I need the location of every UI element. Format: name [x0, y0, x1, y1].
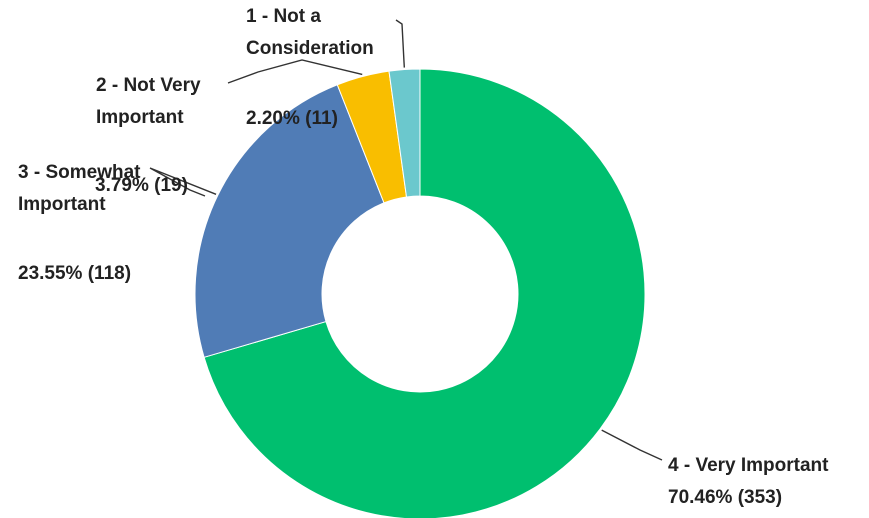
slice-label-not-very-important-line2: Important	[96, 107, 184, 128]
labels-group: 4 - Very Important 70.46% (353) 3 - Some…	[18, 6, 829, 508]
slice-label-not-very-important: 2 - Not Very Important	[96, 75, 206, 128]
leader-lines	[149, 19, 663, 461]
slice-value-very-important: 70.46% (353)	[668, 487, 782, 508]
slice-label-somewhat-important-line2: Important	[18, 194, 106, 215]
slices-group	[194, 68, 646, 518]
slice-somewhat-important	[194, 84, 385, 358]
slice-very-important	[203, 68, 646, 518]
slice-not-a-consideration	[388, 68, 421, 198]
slice-label-somewhat-important-line1: 3 - Somewhat	[18, 162, 141, 183]
leader-line	[227, 59, 363, 84]
leader-line	[149, 167, 217, 197]
leader-line	[601, 429, 663, 461]
slice-value-not-a-consideration: 2.20% (11)	[246, 108, 338, 129]
slice-value-not-very-important: 3.79% (19)	[95, 175, 188, 196]
slice-label-somewhat-important: 3 - Somewhat Important	[18, 162, 146, 215]
slice-value-somewhat-important: 23.55% (118)	[18, 263, 131, 284]
slice-label-very-important: 4 - Very Important	[668, 455, 829, 476]
slice-label-not-a-consideration: 1 - Not a Consideration	[246, 6, 374, 59]
slice-label-not-a-consideration-line2: Consideration	[246, 38, 374, 59]
slice-label-not-very-important-line1: 2 - Not Very	[96, 75, 201, 96]
leader-line	[395, 19, 406, 68]
slice-label-not-a-consideration-line1: 1 - Not a	[246, 6, 321, 27]
